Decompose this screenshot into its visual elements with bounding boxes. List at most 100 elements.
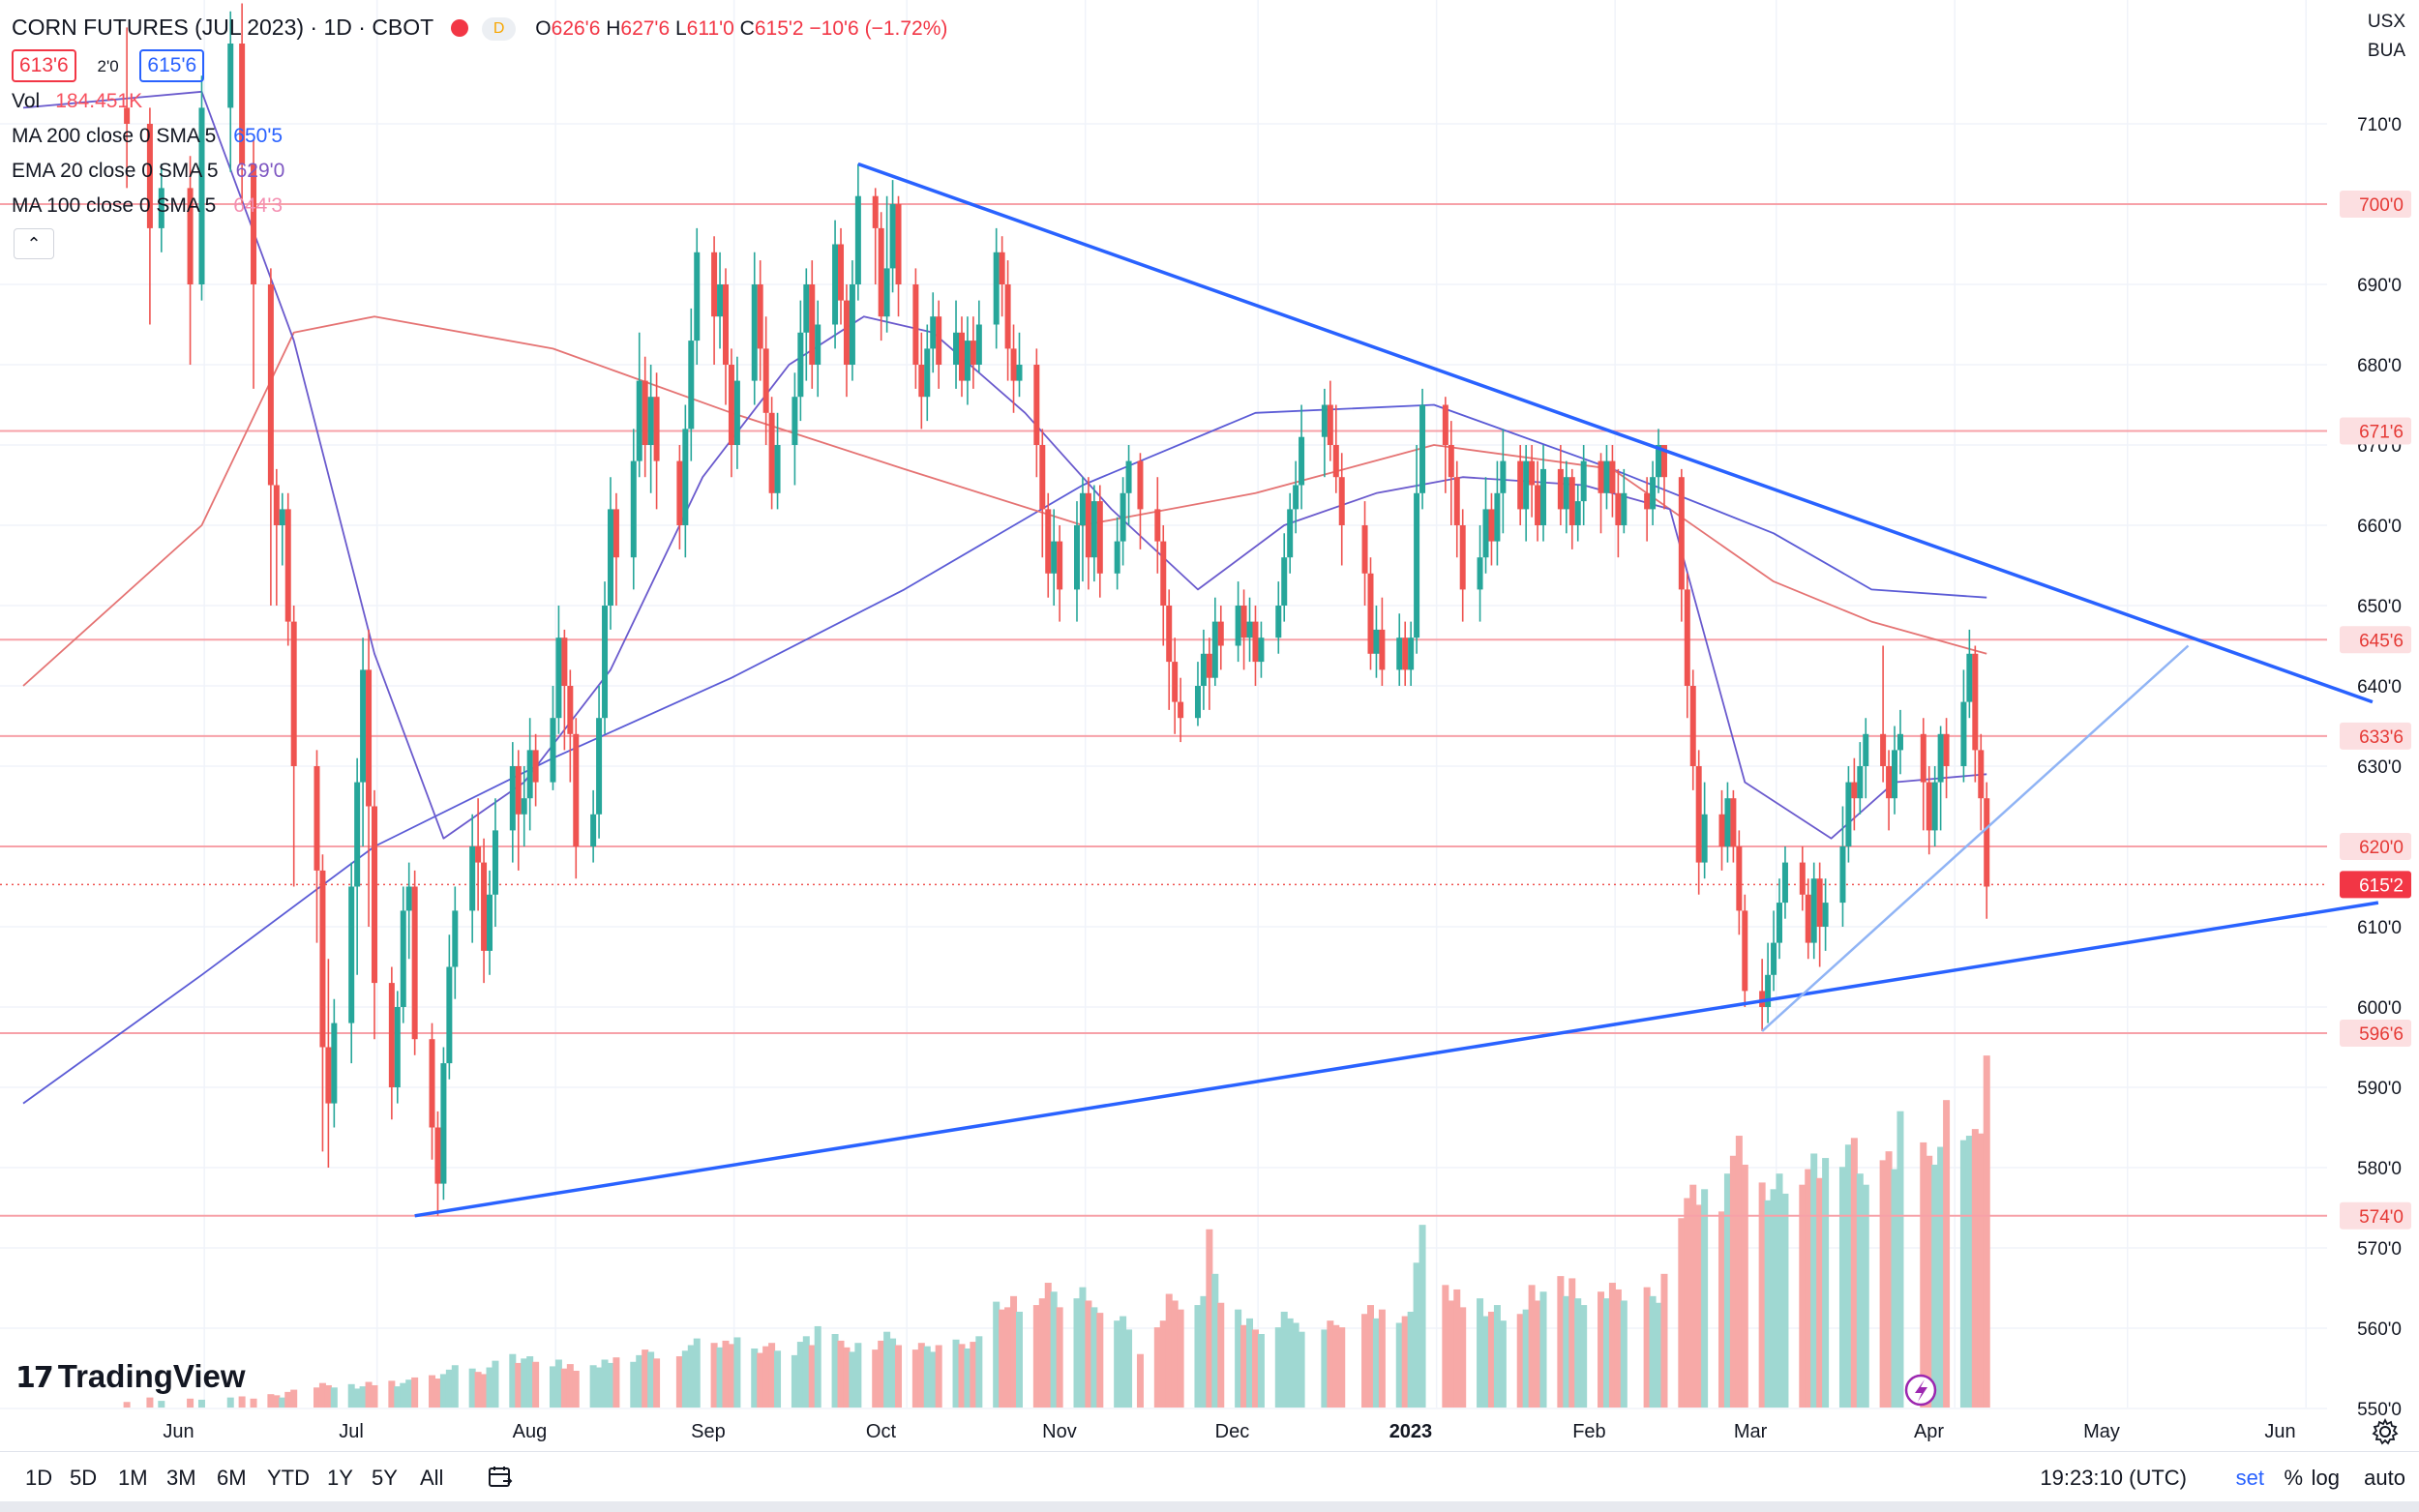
percent-scale-button[interactable]: % [2284, 1466, 2303, 1490]
candle-body [1299, 436, 1305, 486]
level-label-bg [2340, 626, 2411, 654]
candle-body [1984, 798, 1990, 887]
candle [1540, 445, 1547, 542]
volume-bar [751, 1348, 759, 1408]
ma200-legend[interactable]: MA 200 close 0 SMA 5 650'5 [12, 125, 284, 147]
level-label-bg [2340, 1201, 2411, 1230]
candle [267, 268, 274, 606]
candle [1701, 782, 1708, 879]
range-1m-button[interactable]: 1M [118, 1466, 148, 1490]
time-tick-label: Mar [1734, 1421, 1768, 1442]
candle-body [1580, 460, 1587, 502]
ema20-legend[interactable]: EMA 20 close 0 SMA 5 629'0 [12, 160, 285, 182]
candle-body [1805, 894, 1811, 943]
candle-body [1494, 492, 1501, 542]
range-5d-button[interactable]: 5D [70, 1466, 98, 1490]
candle [1459, 509, 1466, 622]
candle-body [1258, 637, 1265, 663]
candle-body [602, 606, 609, 719]
tradingview-logo[interactable]: 𝟭𝟳 TradingView [15, 1358, 246, 1394]
candle [1517, 445, 1524, 525]
candle-body [1920, 733, 1926, 783]
candle-body [284, 509, 291, 622]
level-label: 620'0 [2359, 838, 2404, 858]
candle-body [487, 894, 493, 951]
candle-body [1810, 878, 1817, 943]
price-tick-label: 600'0 [2357, 998, 2402, 1019]
sell-price-button[interactable]: 613'6 [12, 49, 76, 82]
range-1y-button[interactable]: 1Y [327, 1466, 353, 1490]
volume-bar [1850, 1138, 1858, 1408]
volume-bar [250, 1398, 257, 1408]
candle [1851, 757, 1858, 831]
candle-body [975, 324, 982, 365]
interval-badge[interactable]: D [481, 17, 517, 41]
volume-bar [1816, 1177, 1824, 1408]
candle-body [1482, 509, 1489, 558]
volume-bar [486, 1367, 493, 1408]
settings-gear-icon[interactable] [2371, 1417, 2400, 1446]
candle-body [440, 1063, 447, 1184]
range-all-button[interactable]: All [420, 1466, 444, 1490]
candle [1656, 429, 1662, 493]
candle [832, 220, 839, 349]
candle-body [728, 365, 734, 445]
candle-body [895, 204, 902, 284]
flash-icon[interactable] [1904, 1374, 1937, 1407]
candle [1695, 750, 1702, 895]
candle [1010, 324, 1017, 413]
candle-body [1154, 509, 1161, 542]
collapse-legend-button[interactable]: ⌃ [14, 228, 54, 259]
volume-bar [1643, 1287, 1651, 1408]
candle-body [573, 733, 580, 846]
calendar-range-icon[interactable] [488, 1466, 513, 1495]
range-5y-button[interactable]: 5Y [372, 1466, 398, 1490]
volume-bar [1032, 1305, 1040, 1408]
volume-legend[interactable]: Vol 184.451K [12, 90, 143, 112]
ma100-line [22, 315, 1987, 687]
clock-time[interactable]: 19:23:10 (UTC) [2040, 1466, 2187, 1490]
candle-body [1004, 284, 1011, 349]
range-ytd-button[interactable]: YTD [267, 1466, 310, 1490]
currency-unit[interactable]: USX BUA [2368, 8, 2405, 66]
symbol-title[interactable]: CORN FUTURES (JUL 2023) · 1D · CBOT [12, 15, 434, 40]
range-6m-button[interactable]: 6M [217, 1466, 247, 1490]
range-1d-button[interactable]: 1D [25, 1466, 53, 1490]
unit-label[interactable]: BUA [2367, 41, 2405, 61]
log-scale-button[interactable]: log [2311, 1466, 2340, 1490]
candle-body [970, 341, 976, 365]
ma100-legend[interactable]: MA 100 close 0 SMA 5 644'3 [12, 194, 284, 217]
candle [561, 629, 568, 751]
buy-price-button[interactable]: 615'6 [139, 49, 205, 82]
volume-bar [1194, 1305, 1202, 1408]
volume-bar [722, 1340, 730, 1408]
volume-bar [1338, 1327, 1346, 1408]
volume-bar [1136, 1353, 1144, 1408]
price-tick-label: 570'0 [2357, 1239, 2402, 1260]
candle [429, 1023, 435, 1160]
volume-bar [796, 1342, 804, 1408]
candle-body [515, 766, 522, 815]
range-3m-button[interactable]: 3M [166, 1466, 196, 1490]
candle [1281, 533, 1288, 622]
session-set-button[interactable]: set [2235, 1466, 2264, 1490]
candle-body [366, 669, 373, 807]
candle-body [1517, 460, 1524, 510]
candle [354, 757, 361, 975]
candle-body [227, 44, 234, 108]
volume-bar [1557, 1276, 1565, 1408]
candle [227, 11, 234, 172]
candle-body [526, 750, 533, 799]
price-chart[interactable]: 550'0 560'0 570'0 580'0 590'0 600'0 610'0 620'0… [0, 0, 2419, 1451]
auto-scale-button[interactable]: auto [2364, 1466, 2405, 1490]
candle [694, 227, 701, 365]
price-change: −10'6 (−1.72%) [809, 17, 948, 40]
currency-label[interactable]: USX [2367, 12, 2405, 32]
candle [1327, 380, 1333, 461]
volume-bar [636, 1354, 643, 1408]
candle [1074, 501, 1080, 622]
candle-body [1557, 468, 1564, 510]
candle [1759, 959, 1766, 1031]
volume-bar [1516, 1314, 1524, 1408]
candle [469, 814, 476, 943]
